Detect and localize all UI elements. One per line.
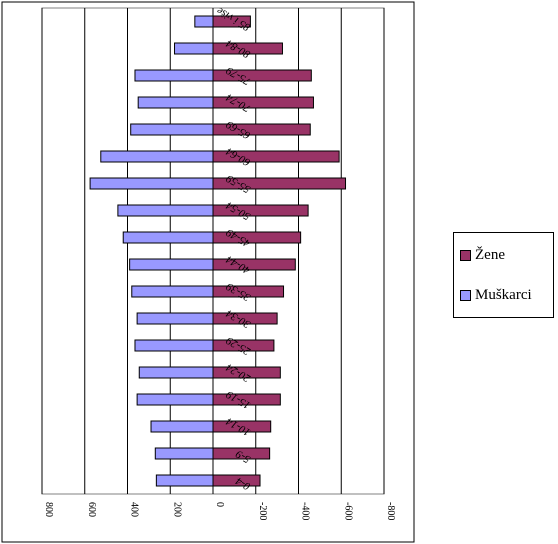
bar-s1-5: [134, 339, 214, 352]
x-tick-label-0: 800: [43, 502, 54, 517]
x-tick-label-7: -600: [342, 502, 353, 520]
x-tick-label-8: -800: [385, 502, 396, 520]
bar-s1-13: [130, 123, 214, 136]
x-tick-label-3: 200: [171, 502, 182, 517]
legend-item-zene: Žene: [460, 247, 505, 264]
legend-label-zene: Žene: [475, 247, 505, 263]
bar-s1-7: [131, 285, 214, 298]
legend-label-muskarci: Muškarci: [475, 287, 532, 303]
bar-s1-11: [89, 177, 214, 190]
x-tick-label-6: -400: [300, 502, 311, 520]
bar-s1-3: [136, 393, 214, 406]
bar-s1-15: [134, 69, 214, 82]
bar-s1-1: [154, 447, 214, 460]
x-tick-label-2: 400: [129, 502, 140, 517]
legend-item-muskarci: Muškarci: [460, 287, 532, 304]
bar-s1-6: [136, 312, 214, 325]
x-tick-label-1: 600: [86, 502, 97, 517]
legend-swatch-muskarci: [460, 290, 471, 301]
bars: [89, 8, 347, 494]
bar-s1-16: [174, 42, 214, 55]
bar-s1-9: [122, 231, 214, 244]
bar-s1-14: [137, 96, 214, 109]
x-tick-labels: 800 600 400 200 0 -200 -400 -600 -800: [43, 502, 396, 520]
bar-s1-17: [194, 15, 214, 28]
bar-s1-12: [100, 150, 214, 163]
x-tick-label-4: 0: [214, 502, 225, 507]
bar-s1-10: [117, 204, 214, 217]
bar-s1-4: [138, 366, 214, 379]
legend: Žene Muškarci: [453, 232, 554, 318]
legend-swatch-zene: [460, 250, 471, 261]
bar-s1-0: [155, 474, 214, 487]
bar-s1-8: [129, 258, 214, 271]
bar-s1-2: [150, 420, 214, 433]
x-tick-label-5: -200: [257, 502, 268, 520]
